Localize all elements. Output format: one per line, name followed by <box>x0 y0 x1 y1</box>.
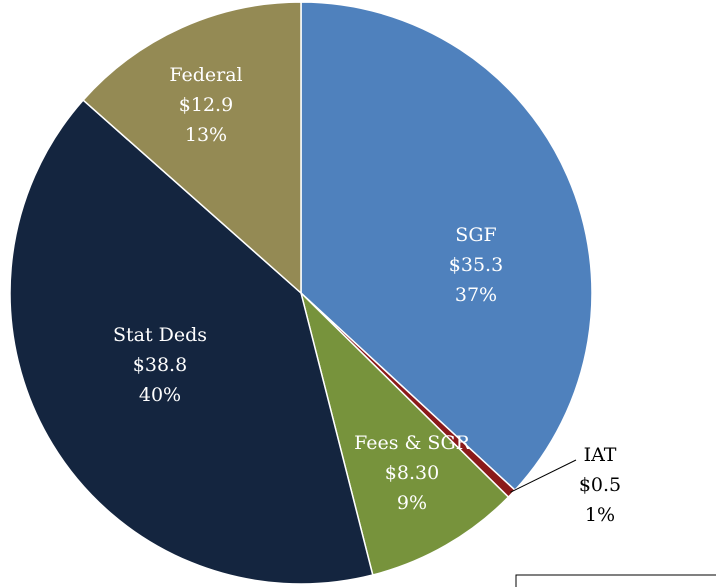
percent-label: 13% <box>185 124 227 146</box>
slice-label: Fees & SGR <box>354 432 471 454</box>
leader-line <box>510 459 577 493</box>
value-label: $8.30 <box>385 462 439 484</box>
pie-slice <box>299 290 510 576</box>
value-label: $38.8 <box>133 354 187 376</box>
value-label: $35.3 <box>449 254 503 276</box>
pie-slice <box>9 99 374 585</box>
value-label: $0.5 <box>579 474 621 496</box>
percent-label: 9% <box>397 492 427 514</box>
pie-slice <box>300 1 593 492</box>
value-label: $12.9 <box>179 94 233 116</box>
percent-label: 40% <box>139 384 181 406</box>
slice-label: IAT <box>584 444 617 466</box>
slice-label: Stat Deds <box>113 324 207 346</box>
slice-label: Federal <box>169 64 242 86</box>
slice-label: SGF <box>455 224 496 246</box>
legend-box-edge <box>515 574 716 587</box>
percent-label: 37% <box>455 284 497 306</box>
pie-slice <box>82 1 302 295</box>
percent-label: 1% <box>585 504 615 526</box>
